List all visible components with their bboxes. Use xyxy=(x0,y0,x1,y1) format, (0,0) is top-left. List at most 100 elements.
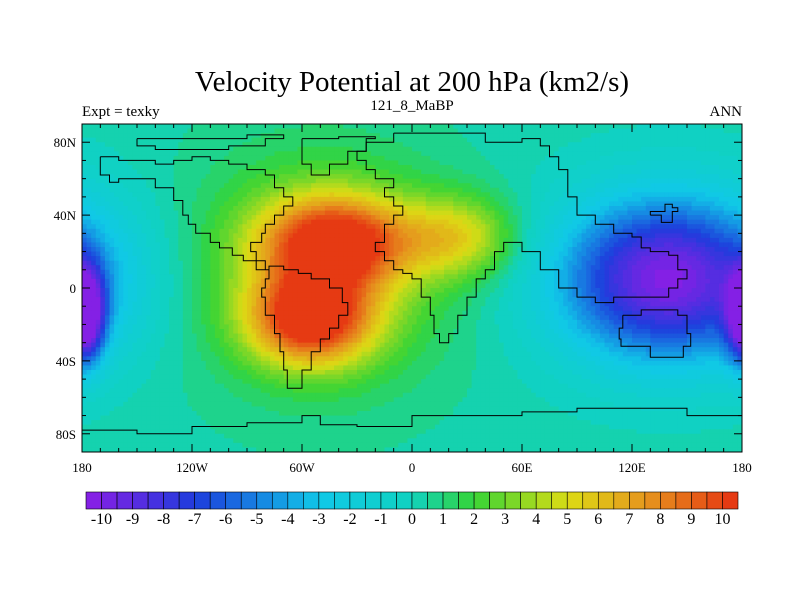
field-cell xyxy=(645,251,651,257)
field-cell xyxy=(196,206,202,212)
field-cell xyxy=(393,196,399,203)
field-cell xyxy=(659,260,665,266)
field-cell xyxy=(123,142,129,148)
field-cell xyxy=(668,174,674,180)
field-cell xyxy=(302,256,308,262)
field-cell xyxy=(544,228,551,234)
field-cell xyxy=(604,237,610,244)
field-cell xyxy=(668,137,674,143)
field-cell xyxy=(636,269,642,275)
field-cell xyxy=(622,183,629,189)
field-cell xyxy=(283,265,289,271)
field-cell xyxy=(691,196,697,203)
field-cell xyxy=(709,137,716,143)
field-cell xyxy=(540,187,546,193)
field-cell xyxy=(274,174,280,180)
field-cell xyxy=(508,228,514,234)
field-cell xyxy=(632,137,638,143)
field-cell xyxy=(581,160,587,166)
field-cell xyxy=(622,169,629,175)
field-cell xyxy=(503,224,509,230)
field-cell xyxy=(476,278,482,285)
field-cell xyxy=(709,133,716,139)
field-cell xyxy=(622,133,629,139)
field-cell xyxy=(329,269,335,275)
field-cell xyxy=(618,165,624,171)
field-cell xyxy=(159,260,166,266)
field-cell xyxy=(379,165,386,171)
field-cell xyxy=(118,210,124,216)
field-cell xyxy=(554,274,560,280)
field-cell xyxy=(347,192,354,198)
field-cell xyxy=(535,192,541,198)
field-cell xyxy=(384,219,390,225)
field-cell xyxy=(141,274,147,280)
field-cell xyxy=(379,210,386,216)
field-cell xyxy=(247,187,253,193)
field-cell xyxy=(714,146,720,152)
field-cell xyxy=(82,178,88,184)
field-cell xyxy=(233,151,239,157)
field-cell xyxy=(118,251,124,257)
field-cell xyxy=(82,183,88,189)
field-cell xyxy=(696,183,702,189)
field-cell xyxy=(577,237,583,244)
field-cell xyxy=(586,169,592,175)
field-cell xyxy=(210,155,216,162)
field-cell xyxy=(114,160,120,166)
field-cell xyxy=(526,256,532,262)
field-cell xyxy=(499,165,505,171)
field-cell xyxy=(412,260,418,266)
field-cell xyxy=(535,133,541,139)
field-cell xyxy=(91,192,97,198)
field-cell xyxy=(141,187,147,193)
field-cell xyxy=(256,206,262,212)
field-cell xyxy=(540,160,546,166)
field-cell xyxy=(100,251,106,257)
field-cell xyxy=(155,233,161,239)
field-cell xyxy=(471,192,477,198)
field-cell xyxy=(384,151,390,157)
field-cell xyxy=(696,192,702,198)
field-cell xyxy=(618,237,624,244)
field-cell xyxy=(709,224,716,230)
field-cell xyxy=(329,237,335,244)
field-cell xyxy=(196,174,202,180)
field-cell xyxy=(673,183,679,189)
field-cell xyxy=(127,128,134,134)
field-cell xyxy=(256,178,262,184)
field-cell xyxy=(155,137,161,143)
field-cell xyxy=(201,219,207,225)
field-cell xyxy=(214,251,221,257)
field-cell xyxy=(196,183,202,189)
field-cell xyxy=(320,160,326,166)
field-cell xyxy=(196,169,202,175)
field-cell xyxy=(609,242,615,248)
field-cell xyxy=(95,133,101,139)
field-cell xyxy=(343,210,349,216)
field-cell xyxy=(260,274,266,280)
subtitle-center: 121_8_MaBP xyxy=(370,98,453,114)
field-cell xyxy=(123,228,129,234)
field-cell xyxy=(705,224,711,230)
field-cell xyxy=(567,124,574,130)
field-cell xyxy=(155,128,161,134)
field-cell xyxy=(137,256,143,262)
field-cell xyxy=(178,169,184,175)
field-cell xyxy=(164,133,170,139)
field-cell xyxy=(586,165,592,171)
field-cell xyxy=(577,210,583,216)
field-cell xyxy=(173,224,179,230)
field-cell xyxy=(522,169,528,175)
field-cell xyxy=(641,124,647,130)
field-cell xyxy=(512,137,519,143)
field-cell xyxy=(214,183,221,189)
field-cell xyxy=(311,169,317,175)
field-cell xyxy=(430,133,436,139)
field-cell xyxy=(389,201,395,207)
field-cell xyxy=(517,146,523,152)
field-cell xyxy=(352,237,358,244)
field-cell xyxy=(549,265,555,271)
field-cell xyxy=(251,187,257,193)
field-cell xyxy=(104,174,111,180)
